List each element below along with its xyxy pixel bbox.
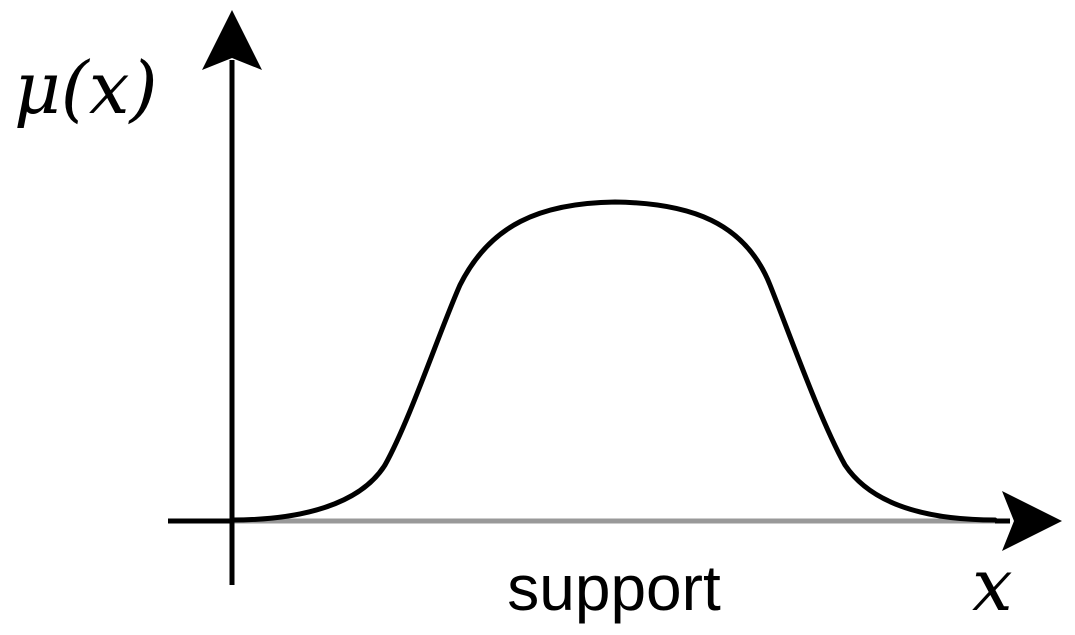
membership-curve [229,199,998,523]
y-axis-arrowhead [202,10,262,70]
support-label: support [507,552,721,624]
y-axis-label: μ(x) [14,46,158,130]
x-axis-arrowhead [1002,491,1062,551]
x-axis-label: x [972,543,1013,627]
